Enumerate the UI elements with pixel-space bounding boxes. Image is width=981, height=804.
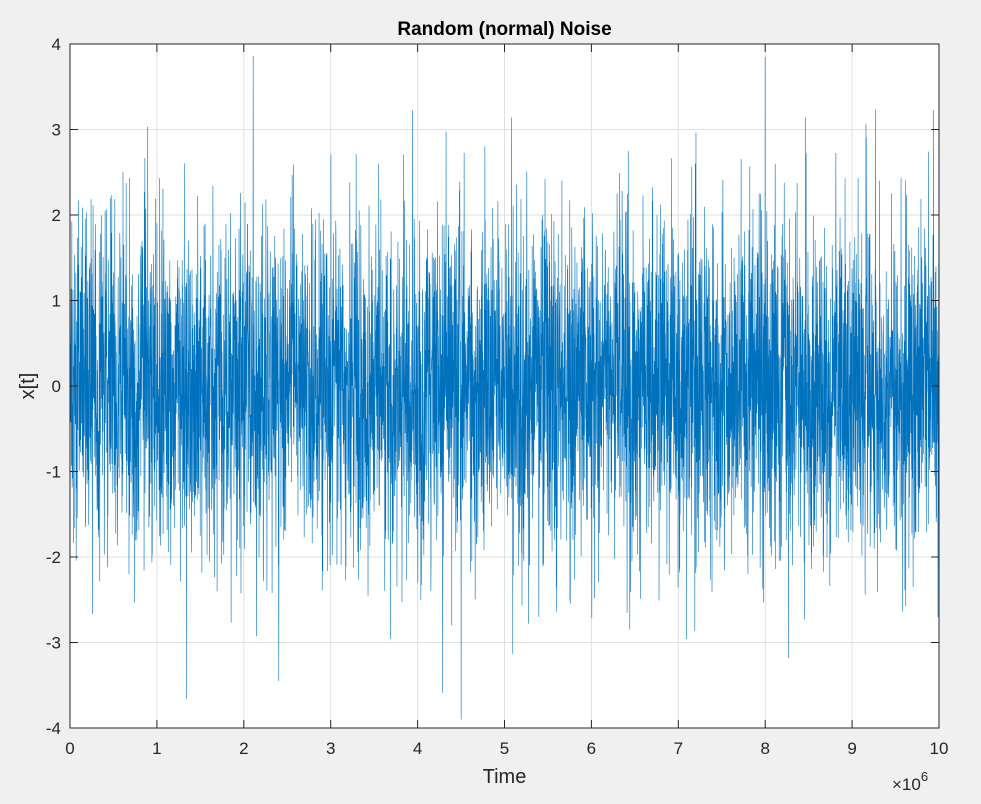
y-tick-labels: -4 -3 -2 -1 0 1 2 3 4 (46, 35, 61, 738)
y-tick-label: -3 (46, 634, 61, 653)
series-line-0 (69, 55, 940, 720)
x-tick-label: 8 (760, 739, 769, 758)
x-tick-label: 4 (413, 739, 422, 758)
y-tick-label: 2 (52, 206, 61, 225)
y-tick-label: 0 (52, 377, 61, 396)
x-axis-exponent-power: 6 (921, 769, 928, 784)
y-tick-label: -1 (46, 463, 61, 482)
x-tick-labels: 0 1 2 3 4 5 6 7 8 9 10 (65, 739, 948, 758)
tick-marks (69, 43, 940, 729)
x-tick-label: 5 (500, 739, 509, 758)
y-tick-label: -4 (46, 719, 61, 738)
y-tick-label: 3 (52, 121, 61, 140)
y-axis-label: x[t] (17, 373, 39, 400)
x-tick-label: 2 (239, 739, 248, 758)
x-tick-label: 0 (65, 739, 74, 758)
series-layer (69, 55, 940, 720)
y-tick-label: 4 (52, 35, 61, 54)
x-axis-label: Time (483, 766, 527, 788)
x-tick-label: 10 (930, 739, 949, 758)
y-tick-label: 1 (52, 292, 61, 311)
x-tick-label: 9 (847, 739, 856, 758)
x-axis-exponent-base: ×10 (892, 775, 921, 794)
y-tick-label: -2 (46, 548, 61, 567)
x-tick-label: 3 (326, 739, 335, 758)
x-tick-label: 6 (587, 739, 596, 758)
x-axis-exponent: ×106 (892, 769, 928, 794)
chart-title: Random (normal) Noise (397, 19, 611, 40)
x-tick-label: 1 (152, 739, 161, 758)
x-tick-label: 7 (674, 739, 683, 758)
